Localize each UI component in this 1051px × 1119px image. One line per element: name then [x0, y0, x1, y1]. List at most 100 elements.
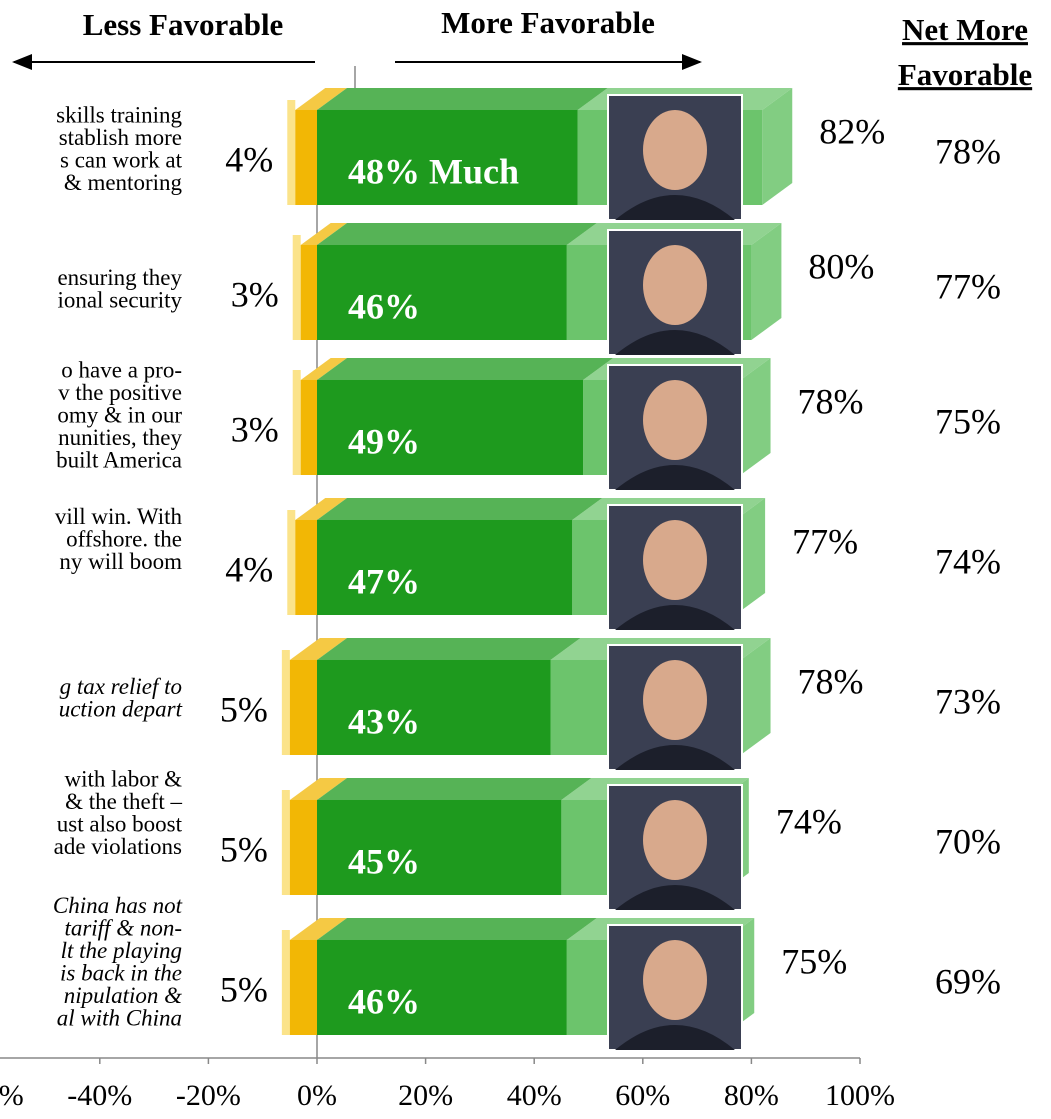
total-label: 80%	[808, 246, 874, 286]
net-label: 74%	[935, 541, 1001, 581]
bar-top	[317, 223, 597, 245]
photo-face	[643, 245, 707, 325]
bar-side	[740, 638, 771, 755]
statement: v the positive	[58, 380, 182, 405]
bar-top	[317, 638, 581, 660]
bar-top	[317, 498, 603, 520]
statement: ny will boom	[59, 549, 182, 574]
bar-top	[317, 358, 614, 380]
less-label: 5%	[220, 689, 268, 729]
bar-side	[751, 223, 782, 340]
bar-top	[300, 223, 347, 245]
bar	[300, 245, 317, 340]
photo-body	[615, 1025, 735, 1050]
x-tick-label: 40%	[507, 1079, 562, 1112]
statement: ade violations	[54, 834, 182, 859]
statement: vill win. With	[55, 504, 183, 529]
photo-body	[615, 605, 735, 630]
statement: g tax relief to	[60, 674, 182, 699]
less-label: 3%	[231, 274, 279, 314]
x-tick-label: 60%	[615, 1079, 670, 1112]
photo-face	[643, 800, 707, 880]
bar	[289, 660, 317, 755]
bar-top	[317, 778, 592, 800]
total-label: 77%	[792, 521, 858, 561]
statement: ust also boost	[57, 812, 183, 837]
x-tick-label: -20%	[176, 1079, 241, 1112]
bar-top	[289, 918, 347, 940]
total-label: 78%	[798, 661, 864, 701]
bar-top	[289, 638, 347, 660]
total-label: 74%	[776, 801, 842, 841]
photo-body	[615, 330, 735, 355]
photo-face	[643, 110, 707, 190]
photo-body	[615, 745, 735, 770]
statement: nipulation &	[64, 983, 182, 1008]
net-label: 70%	[935, 821, 1001, 861]
x-tick-label: 100%	[825, 1079, 895, 1112]
bar-top	[300, 358, 347, 380]
total-label: 78%	[798, 381, 864, 421]
bar	[289, 940, 317, 1035]
photo-face	[643, 380, 707, 460]
net-label: 75%	[935, 401, 1001, 441]
net-label: 69%	[935, 961, 1001, 1001]
statement: stablish more	[59, 125, 182, 150]
less-label: 5%	[220, 969, 268, 1009]
statement: s can work at	[60, 148, 183, 173]
bar-depth	[292, 235, 301, 340]
bar-top	[295, 498, 347, 520]
bar-depth	[292, 370, 301, 475]
bar-side	[740, 358, 771, 475]
statement: with labor &	[64, 767, 182, 792]
bar-depth	[281, 790, 290, 895]
statement: & mentoring	[64, 170, 183, 195]
much-label: 43%	[348, 701, 420, 741]
bar	[317, 380, 584, 475]
bar	[295, 520, 317, 615]
much-label: 45%	[348, 841, 420, 881]
statement: skills training	[56, 103, 182, 128]
bar-top	[317, 88, 608, 110]
much-label: 46%	[348, 286, 420, 326]
bar	[317, 110, 578, 205]
statement: is back in the	[60, 961, 182, 986]
x-tick-label: -60%	[0, 1079, 24, 1112]
much-label: 48% Much	[348, 151, 519, 191]
header-left: Less Favorable	[83, 7, 284, 42]
bar	[289, 800, 317, 895]
statement: ensuring they	[57, 265, 182, 290]
photo-face	[643, 520, 707, 600]
less-label: 4%	[225, 549, 273, 589]
photo-body	[615, 885, 735, 910]
header-net: Favorable	[898, 57, 1032, 92]
bar-depth	[287, 100, 296, 205]
x-tick-label: 80%	[724, 1079, 779, 1112]
statement: tariff & non-	[64, 916, 182, 941]
statement: omy & in our	[57, 402, 182, 427]
bar-depth	[281, 930, 290, 1035]
bar	[317, 245, 567, 340]
statement: offshore. the	[66, 526, 182, 551]
photo-face	[643, 940, 707, 1020]
photo-body	[615, 195, 735, 220]
statement: built America	[56, 447, 182, 472]
less-label: 5%	[220, 829, 268, 869]
bar-depth	[287, 510, 296, 615]
bar	[317, 800, 562, 895]
less-label: 3%	[231, 409, 279, 449]
bar-top	[289, 778, 347, 800]
x-tick-label: 0%	[297, 1079, 337, 1112]
statement: & the theft –	[65, 789, 182, 814]
bar-side	[762, 88, 793, 205]
total-label: 82%	[819, 111, 885, 151]
much-label: 47%	[348, 561, 420, 601]
bar	[295, 110, 317, 205]
statement: nunities, they	[58, 425, 182, 450]
net-label: 77%	[935, 266, 1001, 306]
bar-depth	[281, 650, 290, 755]
statement: lt the playing	[61, 938, 182, 963]
bar	[317, 660, 551, 755]
x-tick-label: 20%	[398, 1079, 453, 1112]
